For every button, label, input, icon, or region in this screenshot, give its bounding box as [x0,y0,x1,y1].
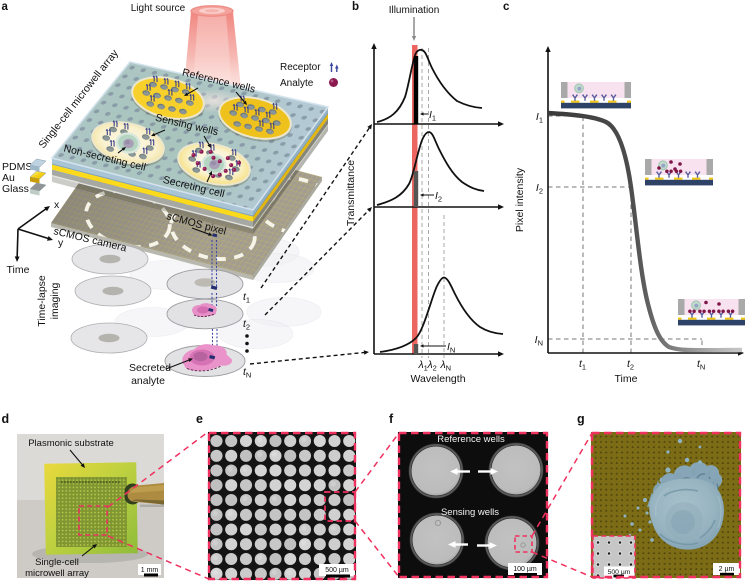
svg-text:imaging: imaging [49,282,61,319]
svg-text:100 µm: 100 µm [513,566,537,573]
svg-text:Light source: Light source [131,3,186,14]
svg-text:Sensing wells: Sensing wells [441,507,499,518]
svg-text:y: y [58,237,64,249]
svg-text:e: e [196,412,203,426]
svg-text:λN: λN [440,359,452,373]
svg-text:Glass: Glass [2,183,29,195]
svg-text:t2: t2 [627,358,634,372]
svg-text:PDMS: PDMS [2,161,32,173]
svg-text:I1: I1 [536,111,543,125]
svg-text:Pixel intensity: Pixel intensity [514,167,526,232]
svg-text:tN: tN [697,358,705,372]
svg-text:1 mm: 1 mm [141,567,159,574]
svg-text:b: b [352,1,359,13]
svg-text:Plasmonic substrate: Plasmonic substrate [28,438,114,449]
svg-text:f: f [389,412,394,426]
svg-text:I1: I1 [429,109,436,123]
svg-text:analyte: analyte [131,375,165,387]
svg-text:Time: Time [7,264,30,276]
svg-text:d: d [2,412,10,426]
svg-text:500 µm: 500 µm [608,569,631,576]
svg-text:Analyte: Analyte [280,78,314,89]
svg-text:Au: Au [2,172,15,184]
svg-text:λ1: λ1 [418,359,428,373]
svg-text:Reference wells: Reference wells [437,434,505,445]
svg-text:Secreted: Secreted [129,362,171,374]
svg-text:I2: I2 [536,182,543,196]
svg-text:IN: IN [447,341,455,355]
svg-text:microwell array: microwell array [25,568,89,579]
svg-text:IN: IN [535,334,543,348]
svg-text:I2: I2 [435,190,442,204]
svg-text:t1: t1 [243,291,250,305]
svg-text:tN: tN [243,366,251,380]
svg-text:Illumination: Illumination [389,5,440,16]
svg-text:Transmittance: Transmittance [345,160,357,226]
svg-text:Wavelength: Wavelength [410,373,465,385]
svg-text:c: c [503,1,510,13]
svg-text:Receptor: Receptor [280,62,321,73]
svg-text:x: x [54,199,60,211]
svg-text:500 µm: 500 µm [325,567,349,574]
svg-text:Time: Time [615,373,638,385]
svg-text:t2: t2 [243,318,250,332]
svg-text:g: g [577,412,585,426]
svg-text:Time-lapse: Time-lapse [36,275,48,327]
svg-text:Single-cell: Single-cell [35,557,79,568]
svg-text:2 µm: 2 µm [719,566,735,573]
svg-text:t1: t1 [579,358,586,372]
svg-text:λ2: λ2 [427,359,437,373]
svg-text:a: a [2,1,9,13]
